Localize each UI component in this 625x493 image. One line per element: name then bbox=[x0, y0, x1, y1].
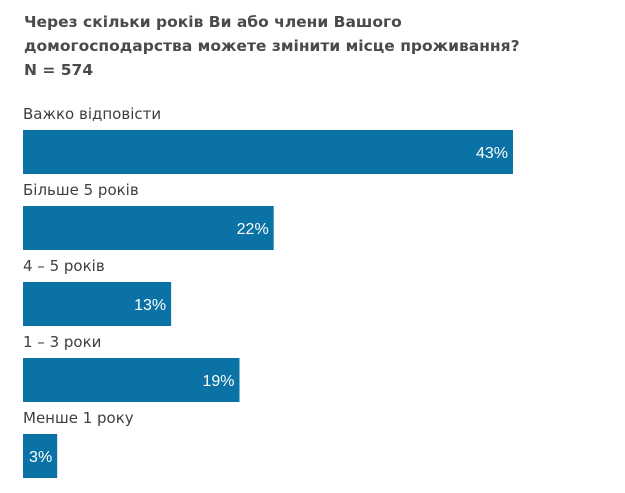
value-label: 22% bbox=[237, 221, 269, 238]
title-line-1: Через скільки років Ви або члени Вашого bbox=[24, 13, 402, 31]
category-label: 1 – 3 роки bbox=[23, 333, 101, 351]
title-line-2: домогосподарства можете змінити місце пр… bbox=[24, 37, 520, 55]
category-label: Важко відповісти bbox=[23, 105, 161, 123]
category-label: Менше 1 року bbox=[23, 409, 134, 427]
chart-title: Через скільки років Ви або члени Вашого … bbox=[24, 10, 614, 82]
bar bbox=[23, 282, 172, 326]
category-label: Більше 5 років bbox=[23, 181, 139, 199]
sample-size: N = 574 bbox=[24, 61, 94, 79]
bar bbox=[23, 206, 274, 250]
value-label: 19% bbox=[202, 373, 234, 390]
bar bbox=[23, 358, 240, 402]
value-label: 43% bbox=[476, 145, 508, 162]
category-label: 4 – 5 років bbox=[23, 257, 105, 275]
bar bbox=[23, 434, 58, 478]
value-label: 3% bbox=[29, 449, 52, 466]
value-label: 13% bbox=[134, 297, 166, 314]
bar bbox=[23, 130, 513, 174]
